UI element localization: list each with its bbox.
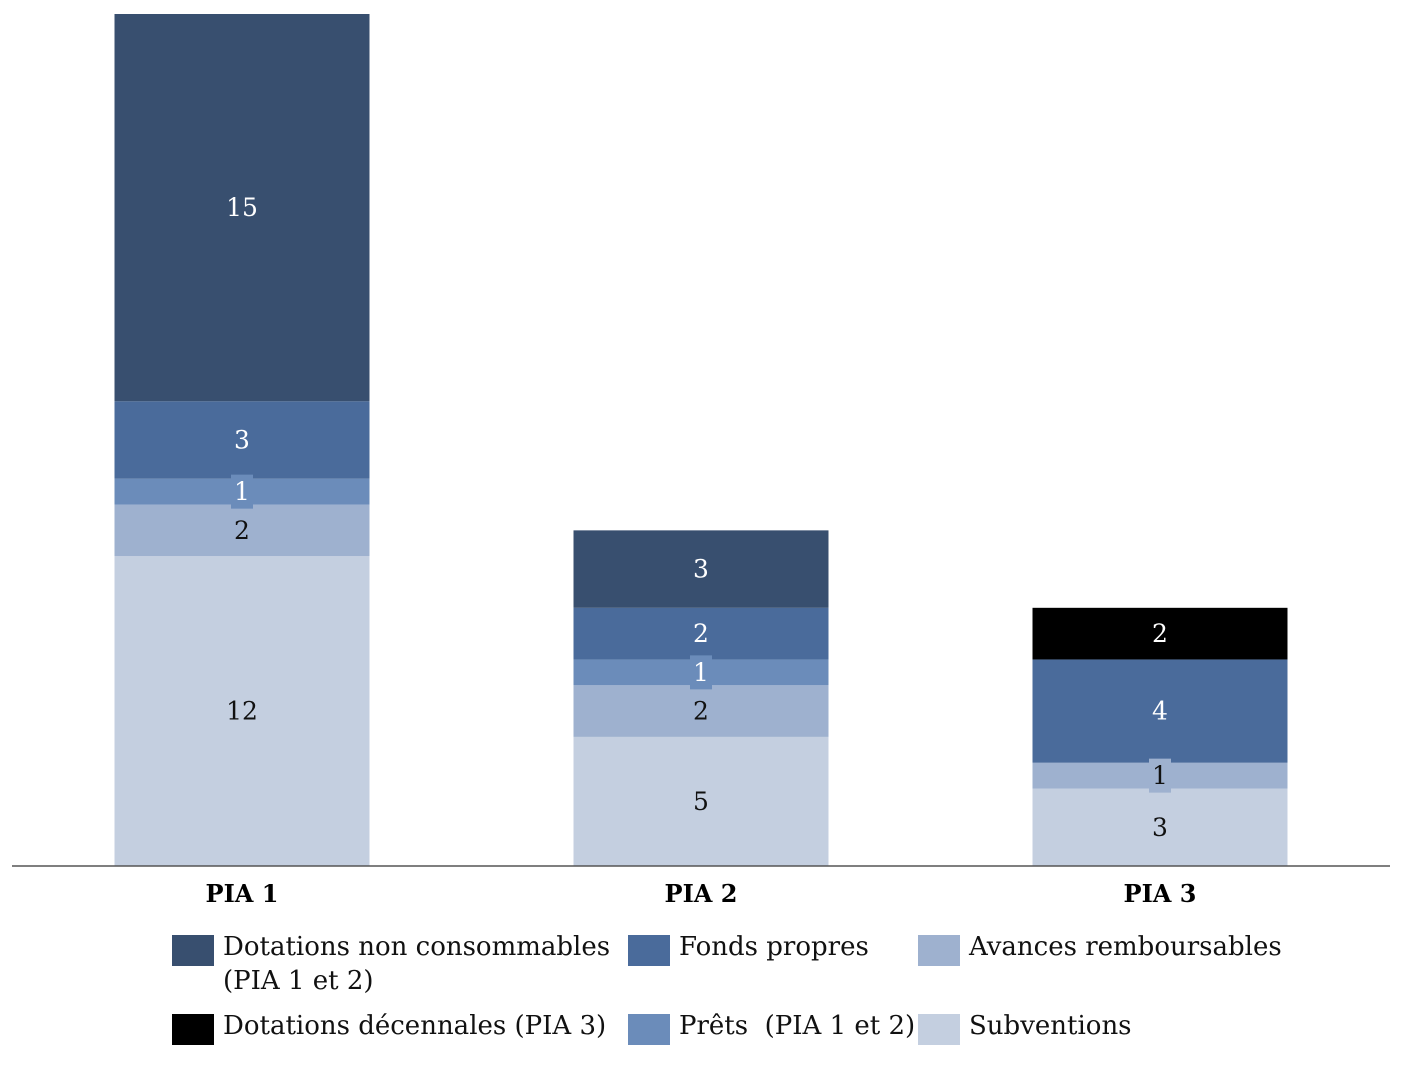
category-labels-layer: PIA 1 PIA 2 PIA 3 (206, 879, 1197, 908)
category-label: PIA 1 (206, 879, 279, 908)
legend-item-fonds-propres: Fonds propres (628, 930, 869, 966)
legend-item-prets: Prêts (PIA 1 et 2) (628, 1009, 915, 1045)
data-label: 1 (1152, 761, 1168, 790)
legend-item-avances-remboursables: Avances remboursables (918, 930, 1282, 966)
legend-swatch (628, 935, 670, 966)
bar-segment (573, 530, 829, 608)
data-label-background (231, 474, 253, 509)
data-label: 2 (1152, 619, 1168, 648)
data-label: 3 (1152, 813, 1168, 842)
data-label: 3 (234, 426, 250, 455)
bar-segment (114, 14, 370, 402)
data-label: 2 (234, 516, 250, 545)
bar-segment (573, 685, 829, 737)
bar-segment (114, 504, 370, 557)
bar-segment (573, 736, 829, 866)
bar-segment (573, 607, 829, 660)
legend-label: Subventions (969, 1011, 1132, 1041)
data-label: 4 (1152, 697, 1168, 726)
bar-segment (114, 401, 370, 479)
legend-swatch (628, 1014, 670, 1045)
legend-item-dotations-decennales: Dotations décennales (PIA 3) (172, 1009, 606, 1045)
legend-item-subventions: Subventions (918, 1009, 1132, 1045)
legend-swatch (172, 1014, 214, 1045)
data-label: 5 (693, 787, 709, 816)
bar-segment (114, 556, 370, 866)
legend-swatch (172, 935, 214, 966)
legend-label: Avances remboursables (969, 932, 1282, 962)
legend-label: Dotations décennales (PIA 3) (223, 1011, 607, 1041)
bar-segment (1032, 607, 1288, 660)
data-label: 12 (226, 697, 258, 726)
data-label: 3 (693, 555, 709, 584)
data-label-background (1149, 758, 1171, 793)
data-label: 1 (693, 658, 709, 687)
data-label: 2 (693, 697, 709, 726)
legend: Dotations non consommables (PIA 1 et 2) … (172, 930, 1352, 1055)
bar-segment (1032, 788, 1288, 866)
category-label: PIA 3 (1124, 879, 1197, 908)
legend-item-dotations-non-consommables: Dotations non consommables (PIA 1 et 2) (172, 930, 612, 998)
bars-layer (114, 14, 1288, 866)
data-label: 15 (226, 193, 258, 222)
data-label: 2 (693, 619, 709, 648)
category-label: PIA 2 (665, 879, 738, 908)
data-label: 1 (234, 477, 250, 506)
legend-label: Fonds propres (679, 932, 869, 962)
data-label-background (690, 655, 712, 690)
bar-segment (1032, 659, 1288, 763)
legend-swatch (918, 935, 960, 966)
legend-swatch (918, 1014, 960, 1045)
legend-label: Dotations non consommables (PIA 1 et 2) (223, 932, 611, 996)
legend-label: Prêts (PIA 1 et 2) (679, 1011, 916, 1041)
